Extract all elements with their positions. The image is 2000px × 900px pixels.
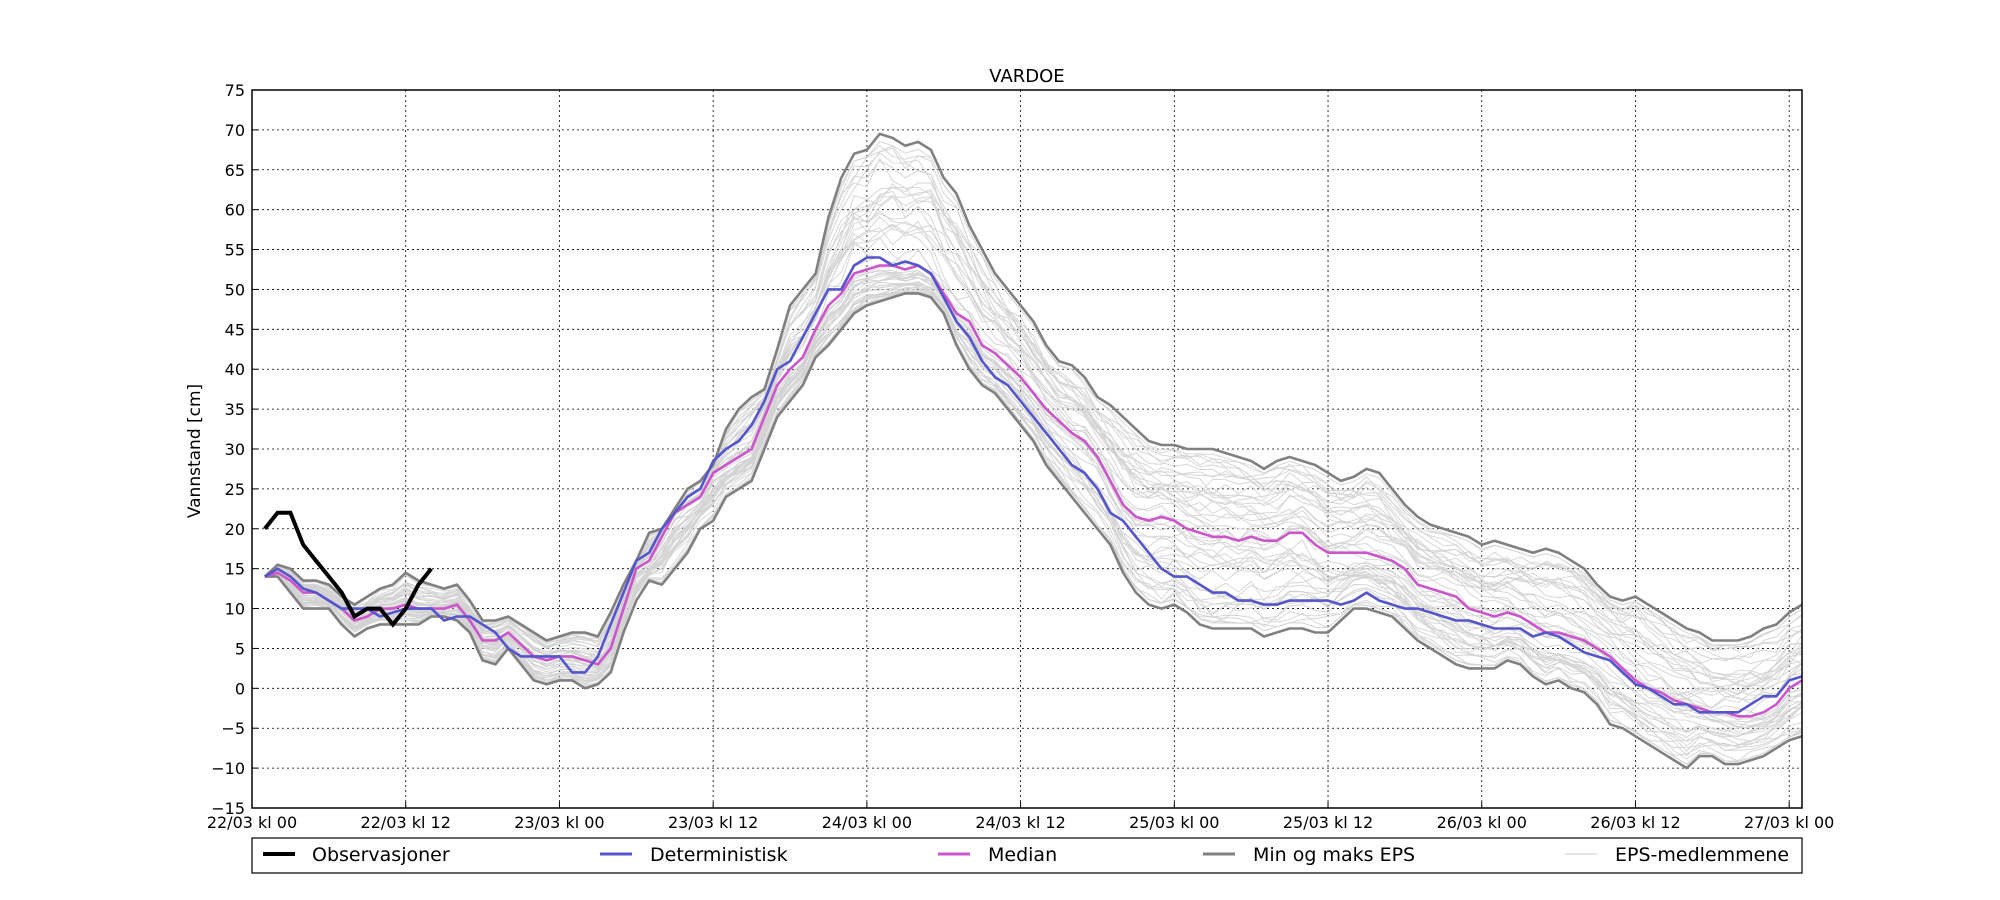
deterministic-line — [264, 256, 1803, 714]
eps-member-line — [264, 141, 1803, 650]
y-tick-label: 55 — [225, 241, 245, 260]
eps-member-line — [264, 284, 1803, 765]
x-tick-label: 26/03 kl 12 — [1590, 813, 1680, 832]
eps-member-line — [264, 281, 1803, 748]
y-tick-label: 10 — [225, 600, 245, 619]
y-tick-label: 25 — [225, 480, 245, 499]
eps-member-line — [264, 288, 1803, 762]
y-tick-label: 35 — [225, 400, 245, 419]
eps-member-lines — [264, 141, 1803, 765]
legend-label-deterministisk: Deterministisk — [650, 844, 788, 866]
grid-lines — [252, 90, 1802, 808]
x-tick-label: 25/03 kl 12 — [1283, 813, 1373, 832]
y-tick-label: 70 — [225, 121, 245, 140]
y-tick-label: 75 — [225, 81, 245, 100]
max-eps-line — [263, 132, 1803, 642]
x-tick-label: 24/03 kl 00 — [822, 813, 912, 832]
y-tick-label: −15 — [211, 799, 245, 818]
y-tick-label: 65 — [225, 161, 245, 180]
y-tick-label: 40 — [225, 360, 245, 379]
x-tick-label: 23/03 kl 00 — [514, 813, 604, 832]
chart-title: VARDOE — [989, 66, 1064, 87]
x-tick-label: 22/03 kl 12 — [361, 813, 451, 832]
eps-member-line — [264, 191, 1803, 681]
y-tick-label: 60 — [225, 201, 245, 220]
eps-member-line — [264, 272, 1803, 738]
series-lines — [263, 132, 1803, 770]
legend-label-observasjoner: Observasjoner — [312, 844, 450, 866]
eps-member-line — [264, 210, 1803, 665]
eps-member-line — [264, 291, 1803, 765]
x-tick-label: 27/03 kl 00 — [1744, 813, 1834, 832]
legend-label-eps-members: EPS-medlemmene — [1615, 844, 1789, 866]
eps-member-line — [264, 215, 1803, 712]
eps-member-line — [264, 145, 1803, 691]
y-tick-label: 0 — [235, 679, 245, 698]
min-eps-line — [264, 292, 1803, 770]
x-tick-label: 25/03 kl 00 — [1129, 813, 1219, 832]
observations-line — [263, 510, 433, 628]
y-tick-label: 5 — [235, 639, 245, 658]
eps-member-line — [264, 195, 1803, 686]
y-tick-label: 15 — [225, 560, 245, 579]
legend-label-median: Median — [988, 844, 1057, 866]
legend: Observasjoner Deterministisk Median Min … — [251, 837, 1803, 874]
legend-label-min-max-eps: Min og maks EPS — [1253, 844, 1415, 866]
x-tick-label: 24/03 kl 12 — [975, 813, 1065, 832]
x-axis-ticks: 22/03 kl 00 22/03 kl 12 23/03 kl 00 23/03 k… — [207, 802, 1834, 832]
eps-member-line — [264, 159, 1803, 652]
x-tick-label: 26/03 kl 00 — [1437, 813, 1527, 832]
y-tick-label: 30 — [225, 440, 245, 459]
x-tick-label: 22/03 kl 00 — [207, 813, 297, 832]
y-axis-label: Vannstand [cm] — [185, 384, 205, 518]
y-tick-label: 20 — [225, 520, 245, 539]
y-tick-label: 50 — [225, 280, 245, 299]
eps-member-line — [264, 194, 1803, 680]
y-tick-label: 45 — [225, 320, 245, 339]
eps-member-line — [264, 290, 1803, 738]
eps-member-line — [264, 186, 1803, 697]
y-axis-ticks: −15 −10 −5 0 5 10 15 20 25 30 35 40 45 50 55 60 65 70 75 — [211, 81, 258, 818]
eps-member-line — [264, 291, 1803, 765]
y-tick-label: −5 — [221, 719, 245, 738]
eps-member-line — [264, 289, 1803, 762]
eps-member-line — [264, 272, 1803, 752]
eps-member-line — [264, 273, 1803, 729]
legend-box — [251, 837, 1803, 874]
y-tick-label: −10 — [211, 759, 245, 778]
x-tick-label: 23/03 kl 12 — [668, 813, 758, 832]
eps-member-line — [264, 269, 1803, 735]
